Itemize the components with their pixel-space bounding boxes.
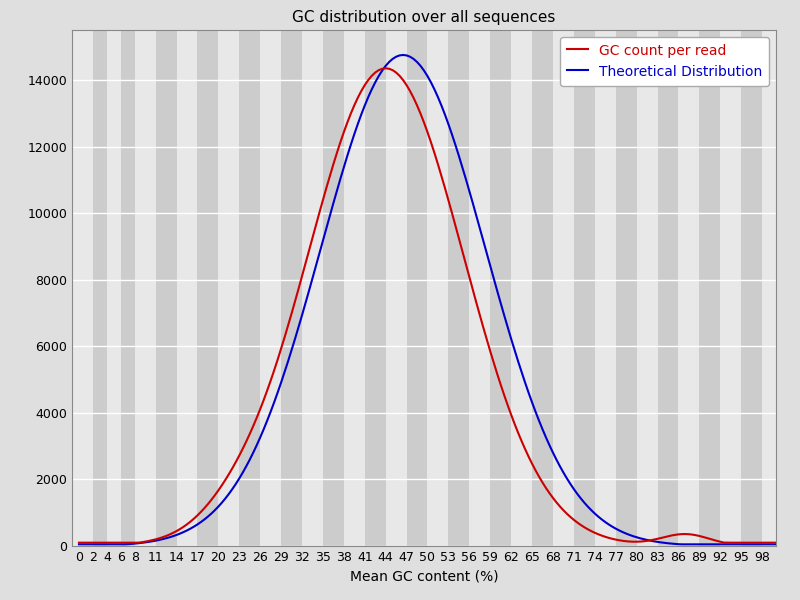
Bar bbox=[553, 30, 574, 546]
Bar bbox=[532, 30, 553, 546]
Bar bbox=[134, 30, 156, 546]
Bar bbox=[302, 30, 323, 546]
Bar bbox=[406, 30, 427, 546]
Bar bbox=[177, 30, 198, 546]
X-axis label: Mean GC content (%): Mean GC content (%) bbox=[350, 569, 498, 583]
Bar bbox=[427, 30, 448, 546]
Bar bbox=[616, 30, 637, 546]
Title: GC distribution over all sequences: GC distribution over all sequences bbox=[292, 10, 556, 25]
Bar bbox=[156, 30, 177, 546]
Bar bbox=[741, 30, 762, 546]
Bar bbox=[218, 30, 239, 546]
Bar bbox=[658, 30, 678, 546]
Bar bbox=[107, 30, 121, 546]
Bar bbox=[281, 30, 302, 546]
Bar bbox=[260, 30, 281, 546]
Bar bbox=[344, 30, 365, 546]
Bar bbox=[699, 30, 720, 546]
Bar bbox=[93, 30, 107, 546]
Bar bbox=[323, 30, 344, 546]
Bar bbox=[448, 30, 470, 546]
Bar bbox=[79, 30, 93, 546]
Bar bbox=[239, 30, 260, 546]
Bar bbox=[121, 30, 134, 546]
Bar bbox=[594, 30, 616, 546]
Bar bbox=[365, 30, 386, 546]
Legend: GC count per read, Theoretical Distribution: GC count per read, Theoretical Distribut… bbox=[560, 37, 769, 86]
Bar bbox=[72, 30, 79, 546]
Bar bbox=[678, 30, 699, 546]
Bar bbox=[511, 30, 532, 546]
Bar bbox=[720, 30, 741, 546]
Bar bbox=[386, 30, 406, 546]
Bar bbox=[470, 30, 490, 546]
Bar bbox=[490, 30, 511, 546]
Bar bbox=[762, 30, 776, 546]
Bar bbox=[574, 30, 594, 546]
Bar bbox=[198, 30, 218, 546]
Bar bbox=[637, 30, 658, 546]
